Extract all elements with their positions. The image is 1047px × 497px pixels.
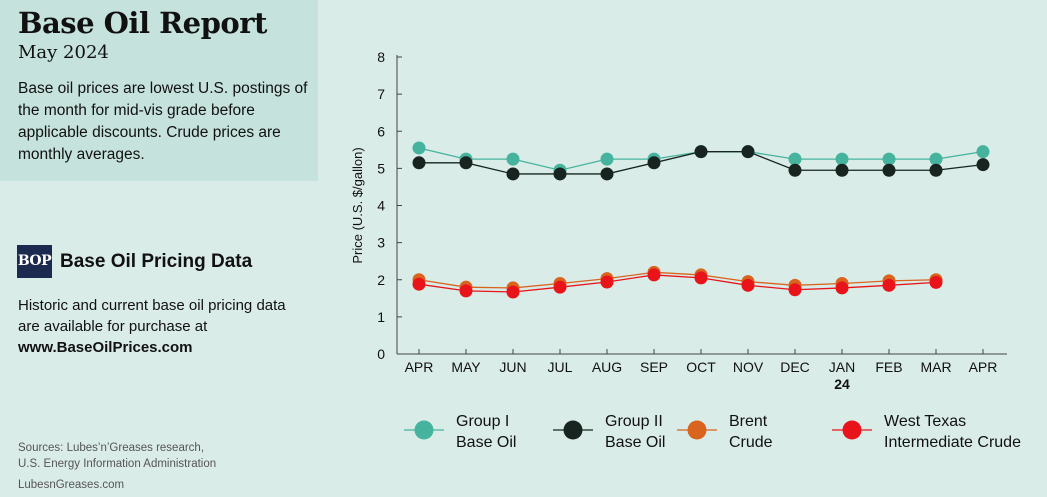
data-point [976, 158, 990, 172]
data-point [459, 156, 473, 170]
data-point [694, 271, 708, 285]
data-point [741, 278, 755, 292]
data-point [694, 145, 708, 159]
legend-label: Brent [729, 413, 768, 430]
data-point [600, 167, 614, 181]
legend-marker [687, 420, 707, 440]
price-line-chart: 0 1 2 3 4 5 6 7 8 Price (U.S. $/gallon) APR MAY JUN J… [350, 49, 1021, 451]
data-point [835, 281, 849, 295]
series-line [418, 274, 937, 293]
chart-data-points [412, 141, 990, 299]
data-point [882, 278, 896, 292]
data-point [929, 163, 943, 177]
data-point [741, 145, 755, 159]
legend-label: Crude [729, 434, 773, 451]
x-tick-label: JAN [829, 359, 855, 375]
legend-label: Base Oil [605, 434, 665, 451]
x-tick-label: SEP [640, 359, 668, 375]
data-point [647, 156, 661, 170]
x-tick-label: DEC [780, 359, 810, 375]
data-point [647, 268, 661, 282]
legend-label: West Texas [884, 413, 966, 430]
x-tick-label: AUG [592, 359, 622, 375]
data-point [882, 152, 896, 166]
y-tick-label: 4 [377, 198, 385, 214]
promo-heading: Base Oil Pricing Data [60, 251, 253, 272]
report-title: Base Oil Report [18, 6, 267, 40]
y-tick-label: 6 [377, 123, 385, 139]
bop-logo: BOP [17, 245, 52, 278]
data-point [788, 283, 802, 297]
x-tick-label: FEB [875, 359, 902, 375]
y-axis-title: Price (U.S. $/gallon) [350, 147, 365, 263]
data-point [412, 141, 426, 155]
data-point [835, 152, 849, 166]
data-point [412, 277, 426, 291]
x-tick-label: MAR [920, 359, 951, 375]
site-credit: LubesnGreases.com [18, 479, 125, 491]
y-tick-label: 0 [377, 346, 385, 362]
data-point [929, 152, 943, 166]
data-point [459, 284, 473, 298]
legend-marker [563, 420, 583, 440]
data-point [506, 285, 520, 299]
data-point [976, 145, 990, 159]
sources-line: U.S. Energy Information Administration [18, 458, 217, 470]
y-tick-label: 1 [377, 309, 385, 325]
data-point [929, 275, 943, 289]
series-line [418, 271, 937, 289]
chart-legend: Group I Base Oil Group II Base Oil Brent Crud… [404, 413, 1021, 451]
data-point [788, 152, 802, 166]
promo-description-text: Historic and current base oil pricing da… [18, 297, 286, 335]
data-point [788, 163, 802, 177]
sources-note: Sources: Lubes’n’Greases research, U.S. … [18, 440, 318, 472]
x-tick-label: APR [969, 359, 998, 375]
data-point [553, 167, 567, 181]
legend-label: Base Oil [456, 434, 516, 451]
legend-label: Group I [456, 413, 509, 430]
data-point [882, 163, 896, 177]
sources-line: Sources: Lubes’n’Greases research, [18, 442, 205, 454]
x-tick-label: JUL [548, 359, 573, 375]
data-point [506, 152, 520, 166]
report-date: May 2024 [18, 42, 109, 63]
data-point [553, 280, 567, 294]
legend-label: Group II [605, 413, 663, 430]
x-tick-sublabel: 24 [834, 376, 850, 392]
data-point [835, 163, 849, 177]
data-point [600, 152, 614, 166]
promo-url-link[interactable]: www.BaseOilPrices.com [18, 339, 193, 356]
y-tick-label: 3 [377, 235, 385, 251]
y-tick-label: 2 [377, 272, 385, 288]
data-point [412, 156, 426, 170]
legend-marker [842, 420, 862, 440]
legend-label: Intermediate Crude [884, 434, 1021, 451]
y-tick-label: 5 [377, 160, 385, 176]
data-point [506, 167, 520, 181]
y-tick-label: 8 [377, 49, 385, 65]
promo-description: Historic and current base oil pricing da… [18, 295, 308, 358]
x-tick-label: MAY [451, 359, 481, 375]
x-tick-label: NOV [733, 359, 764, 375]
info-panel: Base Oil Report May 2024 Base oil prices… [0, 0, 318, 181]
x-tick-label: APR [405, 359, 434, 375]
x-tick-label: JUN [499, 359, 526, 375]
y-tick-label: 7 [377, 86, 385, 102]
chart-axes: 0 1 2 3 4 5 6 7 8 Price (U.S. $/gallon) APR MAY JUN J… [350, 49, 1007, 392]
data-point [600, 275, 614, 289]
report-description: Base oil prices are lowest U.S. postings… [18, 80, 308, 163]
x-tick-label: OCT [686, 359, 716, 375]
legend-marker [414, 420, 434, 440]
